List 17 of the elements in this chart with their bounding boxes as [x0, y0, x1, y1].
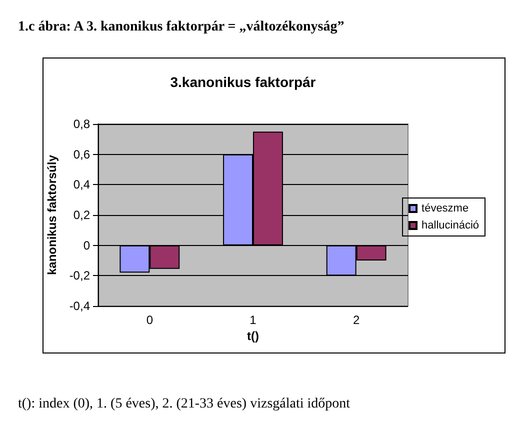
text: t(): index (0), 1. (5 éves), 2. (21-33 éves) vizsgálati időpont: [18, 396, 350, 412]
text: 1.c ábra: A 3. kanonikus faktorpár = „változékonyság”: [18, 20, 344, 34]
y-tick-label: -0,4: [69, 299, 90, 313]
x-tick-label: 2: [352, 313, 360, 327]
legend-label: téveszme: [422, 202, 469, 214]
y-tick-label: 0,6: [73, 147, 90, 162]
y-tick-label: 0: [83, 238, 90, 252]
legend-label: hallucináció: [422, 220, 480, 232]
x-axis-title: t(): [247, 329, 259, 343]
x-tick-label: 0: [146, 313, 154, 327]
y-axis-title: kanonikus faktorsúly: [45, 154, 59, 276]
y-tick-label: 0,4: [73, 178, 90, 192]
y-tick-label: 0,8: [73, 117, 90, 131]
y-tick-label: 0,2: [73, 208, 90, 222]
chart-title: 3.kanonikus faktorpár: [170, 74, 316, 90]
x-tick-label: 1: [250, 313, 257, 327]
y-tick-label: -0,2: [69, 268, 90, 283]
